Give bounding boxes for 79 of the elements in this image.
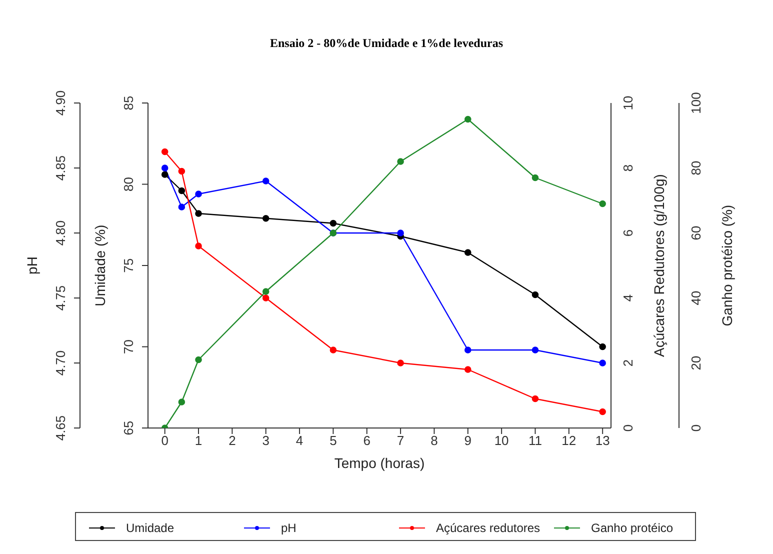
y-tick-label: 0 <box>620 424 636 432</box>
y2-tick-label: 40 <box>688 290 704 306</box>
y-tick-label: 2 <box>620 359 636 367</box>
point <box>599 408 606 416</box>
x-axis-title: Tempo (horas) <box>334 455 425 471</box>
x-tick-label: 9 <box>464 433 472 448</box>
x-tick-label: 4 <box>296 433 304 448</box>
point <box>599 343 606 350</box>
x-tick-label: 0 <box>161 433 168 448</box>
point <box>262 294 270 302</box>
y2-tick-label: 80 <box>688 160 704 176</box>
point <box>262 288 270 295</box>
point <box>262 178 270 184</box>
point <box>397 158 404 165</box>
y2-tick-label: 20 <box>688 356 704 370</box>
x-tick-label: 2 <box>228 433 236 448</box>
y2-tick-label: 4.70 <box>53 350 68 376</box>
point <box>464 249 472 256</box>
y2-tick-label: 0 <box>688 424 704 432</box>
point <box>532 291 539 298</box>
x-tick-label: 8 <box>430 433 438 448</box>
y2-tick-label: 4.75 <box>53 285 68 311</box>
y-tick-label: 6 <box>620 229 636 237</box>
x-tick-label: 6 <box>363 433 370 448</box>
chart-title: Ensaio 2 - 80%de Umidade e 1%de leveduras <box>268 36 504 51</box>
point <box>178 187 186 194</box>
x-tick-label: 5 <box>330 433 337 448</box>
point <box>161 164 168 172</box>
y-tick-label: 70 <box>121 340 136 354</box>
y-tick-label: 10 <box>620 96 636 110</box>
point <box>178 168 186 175</box>
point <box>330 346 337 354</box>
point <box>397 360 404 366</box>
legend-label: Umidade <box>126 521 174 535</box>
point <box>161 148 168 156</box>
y-tick-label: 80 <box>121 177 136 192</box>
x-tick-label: 10 <box>494 433 509 448</box>
y2-tick-label: 100 <box>688 92 704 114</box>
point <box>464 366 472 373</box>
x-tick-label: 13 <box>595 433 610 448</box>
y2-tick-label: 4.90 <box>53 90 68 116</box>
point <box>464 116 472 123</box>
point <box>195 356 202 364</box>
point <box>532 346 539 354</box>
y-tick-label: 8 <box>620 164 636 172</box>
point <box>599 200 606 208</box>
x-tick-label: 11 <box>528 433 542 448</box>
point <box>195 210 202 217</box>
x-tick-label: 1 <box>194 433 202 448</box>
y2-tick-label: 4.85 <box>53 155 68 181</box>
y2-tick-label: 4.80 <box>53 220 68 246</box>
y2-axis-title: Ganho protéico (%) <box>718 204 735 326</box>
y-axis-title: Açúcares Redutores (g/100g) <box>650 174 667 357</box>
point <box>262 214 270 222</box>
legend-label: Açúcares redutores <box>436 521 540 535</box>
y-axis-title: Umidade (%) <box>92 224 108 306</box>
y2-tick-label: 60 <box>688 226 704 240</box>
point <box>532 395 539 402</box>
point <box>178 398 186 406</box>
legend-label: pH <box>281 521 296 535</box>
y2-axis-title: pH <box>24 256 40 274</box>
x-tick-label: 3 <box>262 433 270 448</box>
point <box>532 174 539 182</box>
point <box>195 242 202 250</box>
x-tick-label: 7 <box>396 433 404 448</box>
point <box>464 346 472 354</box>
legend-label: Ganho protéico <box>591 521 674 535</box>
point <box>599 360 606 366</box>
x-tick-label: 12 <box>562 433 576 448</box>
y-tick-label: 65 <box>121 420 136 436</box>
point <box>330 220 337 227</box>
y2-tick-label: 4.65 <box>53 415 68 441</box>
y-tick-label: 85 <box>121 96 136 110</box>
point <box>178 204 186 210</box>
point <box>161 171 168 178</box>
point <box>195 190 202 198</box>
y-tick-label: 75 <box>121 258 136 273</box>
point <box>397 230 404 236</box>
y-tick-label: 4 <box>620 294 636 302</box>
